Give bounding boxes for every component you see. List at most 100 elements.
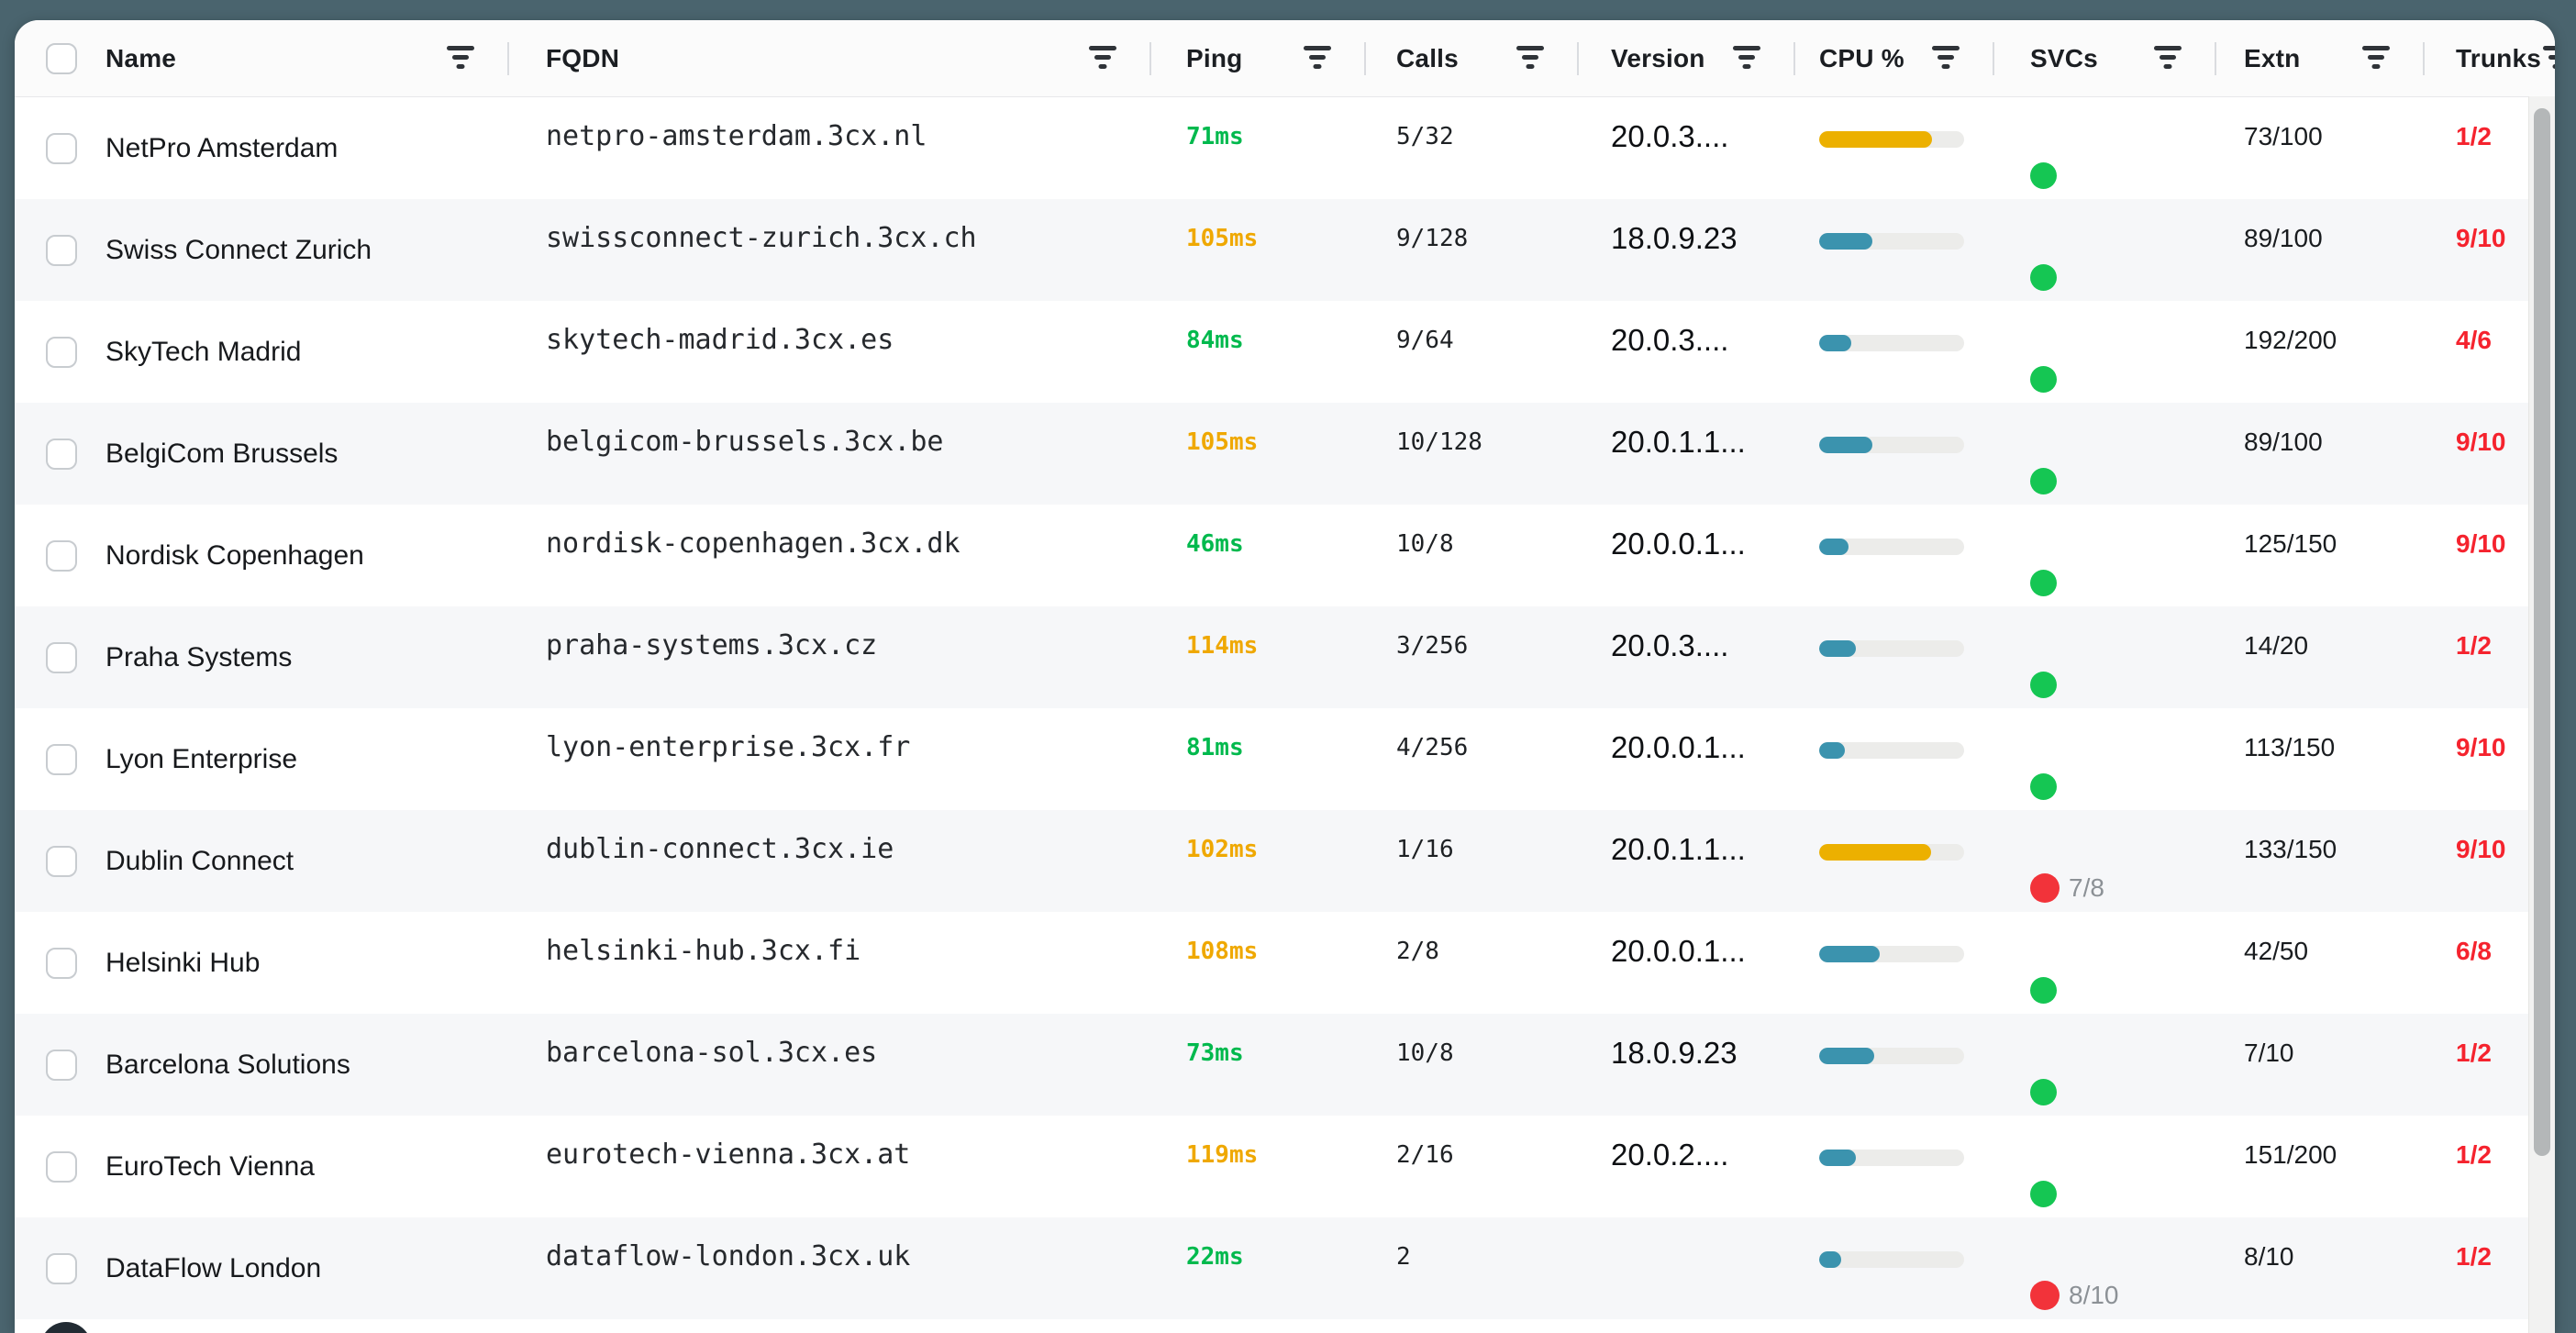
ping-value: 73ms [1186, 1039, 1244, 1067]
trunks-value: 1/2 [2456, 1242, 2492, 1271]
filter-icon[interactable] [445, 46, 476, 71]
extn-value: 8/10 [2244, 1242, 2294, 1271]
table-row[interactable]: DataFlow London dataflow-london.3cx.uk 2… [15, 1217, 2555, 1319]
table-row[interactable]: SkyTech Madrid skytech-madrid.3cx.es 84m… [15, 301, 2555, 403]
column-header-trunks[interactable]: Trunks [2425, 20, 2555, 96]
row-checkbox[interactable] [46, 539, 77, 572]
ping-value: 105ms [1186, 428, 1259, 456]
cpu-cell [1795, 199, 1994, 301]
svcs-cell [1994, 708, 2216, 810]
server-name: Praha Systems [105, 641, 293, 672]
svcs-cell [1994, 403, 2216, 505]
filter-icon[interactable] [1087, 46, 1118, 71]
table-row[interactable]: Dublin Connect dublin-connect.3cx.ie 102… [15, 810, 2555, 912]
filter-icon[interactable] [2360, 46, 2392, 71]
server-name: EuroTech Vienna [105, 1150, 315, 1182]
select-all-checkbox[interactable] [46, 42, 77, 74]
server-name: Lyon Enterprise [105, 743, 298, 774]
table-row[interactable]: Lyon Enterprise lyon-enterprise.3cx.fr 8… [15, 708, 2555, 810]
cpu-progress-fill [1819, 131, 1933, 148]
row-checkbox[interactable] [46, 845, 77, 877]
row-checkbox[interactable] [46, 743, 77, 775]
svc-status-dot [2030, 1078, 2057, 1105]
trunks-value: 9/10 [2456, 733, 2506, 761]
calls-value: 9/64 [1396, 327, 1454, 354]
row-checkbox[interactable] [46, 234, 77, 266]
column-header-ping[interactable]: Ping [1151, 20, 1366, 96]
cpu-progress-fill [1819, 539, 1849, 555]
table-row[interactable]: BelgiCom Brussels belgicom-brussels.3cx.… [15, 403, 2555, 505]
vertical-scrollbar-track[interactable] [2528, 96, 2555, 1333]
cpu-cell [1795, 1014, 1994, 1116]
cpu-progress-fill [1819, 1048, 1875, 1064]
svcs-cell [1994, 301, 2216, 403]
table-body: NetPro Amsterdam netpro-amsterdam.3cx.nl… [15, 97, 2555, 1319]
table-row[interactable]: Swiss Connect Zurich swissconnect-zurich… [15, 199, 2555, 301]
row-checkbox-cell [15, 97, 97, 199]
vertical-scrollbar-thumb[interactable] [2534, 108, 2550, 1156]
filter-icon[interactable] [1302, 46, 1333, 71]
extn-value: 14/20 [2244, 631, 2309, 660]
column-header-extn[interactable]: Extn [2216, 20, 2425, 96]
ping-value: 119ms [1186, 1141, 1259, 1169]
table-row[interactable]: Barcelona Solutions barcelona-sol.3cx.es… [15, 1014, 2555, 1116]
calls-value: 10/8 [1396, 530, 1454, 558]
cpu-progressbar [1819, 1048, 1964, 1064]
filter-icon[interactable] [1515, 46, 1546, 71]
row-checkbox[interactable] [46, 438, 77, 470]
server-name: DataFlow London [105, 1252, 322, 1283]
trunks-value: 1/2 [2456, 122, 2492, 150]
filter-icon[interactable] [2541, 46, 2555, 71]
svc-status-dot [2030, 1281, 2060, 1310]
row-checkbox[interactable] [46, 1049, 77, 1081]
column-label: CPU % [1819, 43, 1904, 72]
server-fqdn: barcelona-sol.3cx.es [546, 1037, 878, 1069]
svc-status-dot [2030, 1180, 2057, 1207]
column-header-calls[interactable]: Calls [1366, 20, 1579, 96]
cpu-progress-fill [1819, 844, 1931, 861]
row-checkbox[interactable] [46, 132, 77, 164]
floating-action-button[interactable] [40, 1322, 92, 1333]
filter-icon[interactable] [1731, 46, 1762, 71]
row-checkbox[interactable] [46, 641, 77, 673]
table-row[interactable]: EuroTech Vienna eurotech-vienna.3cx.at 1… [15, 1116, 2555, 1217]
server-fqdn: eurotech-vienna.3cx.at [546, 1139, 911, 1171]
row-checkbox[interactable] [46, 1150, 77, 1183]
column-header-name[interactable]: Name [97, 20, 509, 96]
cpu-cell [1795, 301, 1994, 403]
row-checkbox[interactable] [46, 336, 77, 368]
version-value [1579, 1217, 1795, 1319]
extn-value: 133/150 [2244, 835, 2337, 863]
extn-value: 89/100 [2244, 428, 2323, 456]
calls-value: 2/16 [1396, 1141, 1454, 1169]
filter-icon[interactable] [2152, 46, 2183, 71]
cpu-progress-fill [1819, 742, 1846, 759]
trunks-value: 6/8 [2456, 937, 2492, 965]
column-label: Calls [1396, 43, 1459, 72]
calls-value: 5/32 [1396, 123, 1454, 150]
cpu-cell [1795, 97, 1994, 199]
cpu-progress-fill [1819, 1251, 1841, 1268]
table-row[interactable]: Helsinki Hub helsinki-hub.3cx.fi 108ms 2… [15, 912, 2555, 1014]
calls-value: 3/256 [1396, 632, 1469, 660]
ping-value: 81ms [1186, 734, 1244, 761]
table-row[interactable]: NetPro Amsterdam netpro-amsterdam.3cx.nl… [15, 97, 2555, 199]
column-header-fqdn[interactable]: FQDN [509, 20, 1151, 96]
row-checkbox[interactable] [46, 947, 77, 979]
server-fqdn: skytech-madrid.3cx.es [546, 324, 894, 356]
table-row[interactable]: Nordisk Copenhagen nordisk-copenhagen.3c… [15, 505, 2555, 606]
server-name: Nordisk Copenhagen [105, 539, 364, 571]
filter-icon[interactable] [1930, 46, 1961, 71]
server-name: SkyTech Madrid [105, 336, 302, 367]
column-header-version[interactable]: Version [1579, 20, 1795, 96]
column-header-svcs[interactable]: SVCs [1994, 20, 2216, 96]
cpu-cell [1795, 810, 1994, 912]
svc-status-dot [2030, 263, 2057, 291]
ping-value: 114ms [1186, 632, 1259, 660]
table-row[interactable]: Praha Systems praha-systems.3cx.cz 114ms… [15, 606, 2555, 708]
ping-value: 108ms [1186, 938, 1259, 965]
row-checkbox[interactable] [46, 1252, 77, 1284]
column-header-cpu[interactable]: CPU % [1795, 20, 1994, 96]
ping-value: 84ms [1186, 327, 1244, 354]
trunks-value: 9/10 [2456, 529, 2506, 558]
